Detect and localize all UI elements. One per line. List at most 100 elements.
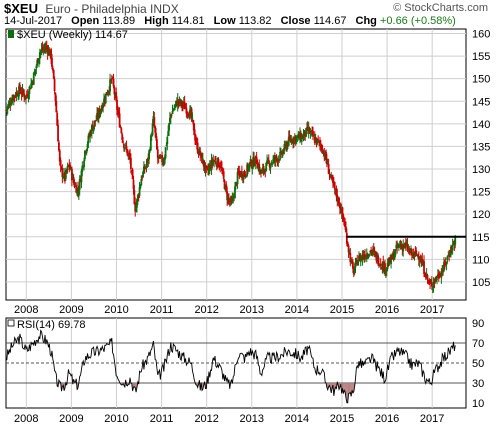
price-candle-body [169, 117, 171, 123]
price-candle-body [192, 120, 195, 125]
price-candle-body [138, 186, 141, 196]
price-candle-body [435, 276, 438, 280]
price-candle-body [415, 250, 418, 255]
price-candle-body [265, 162, 268, 172]
price-candle-body [181, 101, 183, 106]
price-candle-body [100, 108, 103, 113]
price-candle-body [94, 120, 97, 122]
price-candle-body [86, 144, 89, 148]
symbol: $XEU [4, 1, 38, 16]
price-candle-body [345, 232, 348, 244]
price-candle-body [243, 171, 246, 176]
price-candle-body [226, 191, 229, 201]
price-candle-body [12, 95, 15, 101]
price-candle-body [201, 152, 203, 163]
price-candle-body [296, 135, 299, 138]
price-candle-body [210, 159, 213, 171]
price-candle-body [393, 254, 396, 260]
price-candle-body [262, 166, 265, 172]
price-candle-body [325, 158, 328, 165]
high-value: 114.81 [171, 15, 205, 27]
price-candle-body [213, 160, 216, 163]
price-panel: 105 110 115 120 125 130 135 140 145 150 155 160 2008… [5, 28, 490, 316]
price-candle-body [34, 69, 37, 72]
price-candle-body [321, 148, 324, 154]
price-candle-body [332, 176, 334, 184]
price-candle-body [83, 160, 85, 168]
price-candle-body [267, 159, 270, 163]
price-candle-body [61, 167, 64, 178]
price-candle-body [124, 145, 127, 147]
price-candle-body [151, 123, 154, 136]
price-candle-body [190, 108, 193, 119]
price-candle-body [223, 180, 226, 189]
rsi-oversold-fill [349, 383, 351, 394]
price-candle-body [102, 104, 105, 108]
price-candle-body [402, 245, 405, 252]
price-candle-body [16, 93, 19, 96]
price-candle-body [169, 114, 172, 119]
price-candle-body [255, 156, 258, 165]
price-candle-body [309, 131, 312, 134]
price-candle-body [293, 137, 295, 144]
price-candle-body [348, 252, 351, 254]
stockcharts-credit[interactable]: © StockCharts.com [393, 2, 488, 14]
price-candle-body [371, 249, 374, 252]
price-candle-body [326, 162, 329, 165]
price-candle-body [71, 168, 73, 181]
price-candle-body [54, 92, 57, 102]
price-candle-body [242, 172, 245, 180]
price-candle-body [352, 261, 354, 269]
price-candle-body [250, 160, 253, 168]
price-candle-body [120, 128, 123, 134]
rsi-oversold-fill [344, 383, 346, 392]
rsi-x-tick-label: 2017 [420, 413, 444, 425]
price-candle-body [253, 157, 255, 167]
price-candle-body [404, 243, 406, 247]
price-candle-body [426, 274, 429, 279]
price-candle-body [443, 262, 445, 271]
price-candle-body [355, 258, 358, 261]
price-candle-body [432, 281, 435, 288]
price-candle-body [366, 255, 369, 257]
low-value: 113.82 [238, 15, 272, 27]
price-candle-body [225, 184, 228, 191]
price-candle-body [107, 90, 110, 94]
price-candle-body [236, 171, 239, 185]
price-candle-body [440, 271, 443, 278]
price-candle-body [18, 84, 21, 91]
price-candle-body [212, 160, 215, 165]
price-candle-body [173, 107, 176, 110]
rsi-x-tick-label: 2013 [240, 413, 264, 425]
price-candle-body [156, 149, 159, 159]
price-candle-body [425, 273, 428, 277]
open-label: Open [71, 15, 100, 27]
price-candle-body [11, 98, 13, 104]
price-candle-body [51, 57, 53, 67]
price-candle-body [170, 114, 173, 116]
price-candle-body [41, 47, 44, 51]
price-x-tick-label: 2016 [375, 304, 399, 316]
price-candle-body [38, 52, 41, 59]
price-candle-body [129, 157, 132, 169]
price-candle-body [302, 133, 305, 140]
price-candle-body [437, 273, 440, 278]
price-candle-body [131, 169, 134, 180]
price-candle-body [60, 166, 63, 169]
price-candle-body [354, 261, 357, 268]
price-candle-body [281, 151, 284, 157]
price-candle-body [144, 167, 147, 169]
rsi-tick-label: 30 [472, 378, 484, 390]
price-candle-body [110, 79, 112, 82]
price-candle-body [390, 255, 392, 264]
price-candle-body [136, 195, 139, 201]
price-candle-body [136, 199, 138, 208]
price-candle-body [167, 131, 170, 136]
price-candle-body [372, 248, 375, 251]
price-candle-body [410, 248, 413, 256]
price-candle-body [6, 105, 9, 110]
price-candle-body [52, 69, 55, 79]
price-candle-body [165, 144, 168, 146]
price-candle-body [214, 159, 216, 161]
